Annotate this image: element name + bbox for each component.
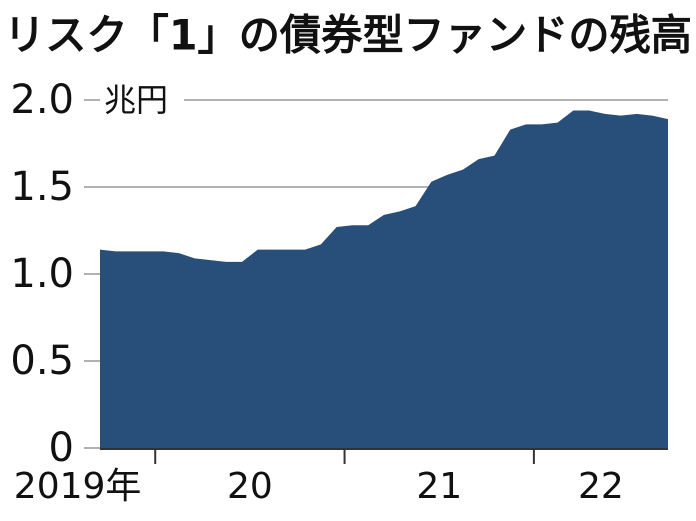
x-tick-label: 20: [227, 466, 273, 507]
x-tick-label: 22: [578, 466, 624, 507]
y-tick-label: 1.5: [10, 164, 74, 210]
area: [100, 110, 668, 448]
x-tick-label: 2019年: [14, 466, 142, 507]
y-tick-label: 1.0: [10, 251, 74, 297]
x-tick-label: 21: [416, 466, 462, 507]
chart-title: リスク「1」の債券型ファンドの残高: [4, 11, 692, 60]
unit-label: 兆円: [104, 81, 168, 119]
y-tick-label: 0.5: [10, 338, 74, 384]
y-tick-label: 0: [49, 425, 74, 471]
y-tick-label: 2.0: [10, 77, 74, 123]
unit-bg: [100, 82, 184, 118]
